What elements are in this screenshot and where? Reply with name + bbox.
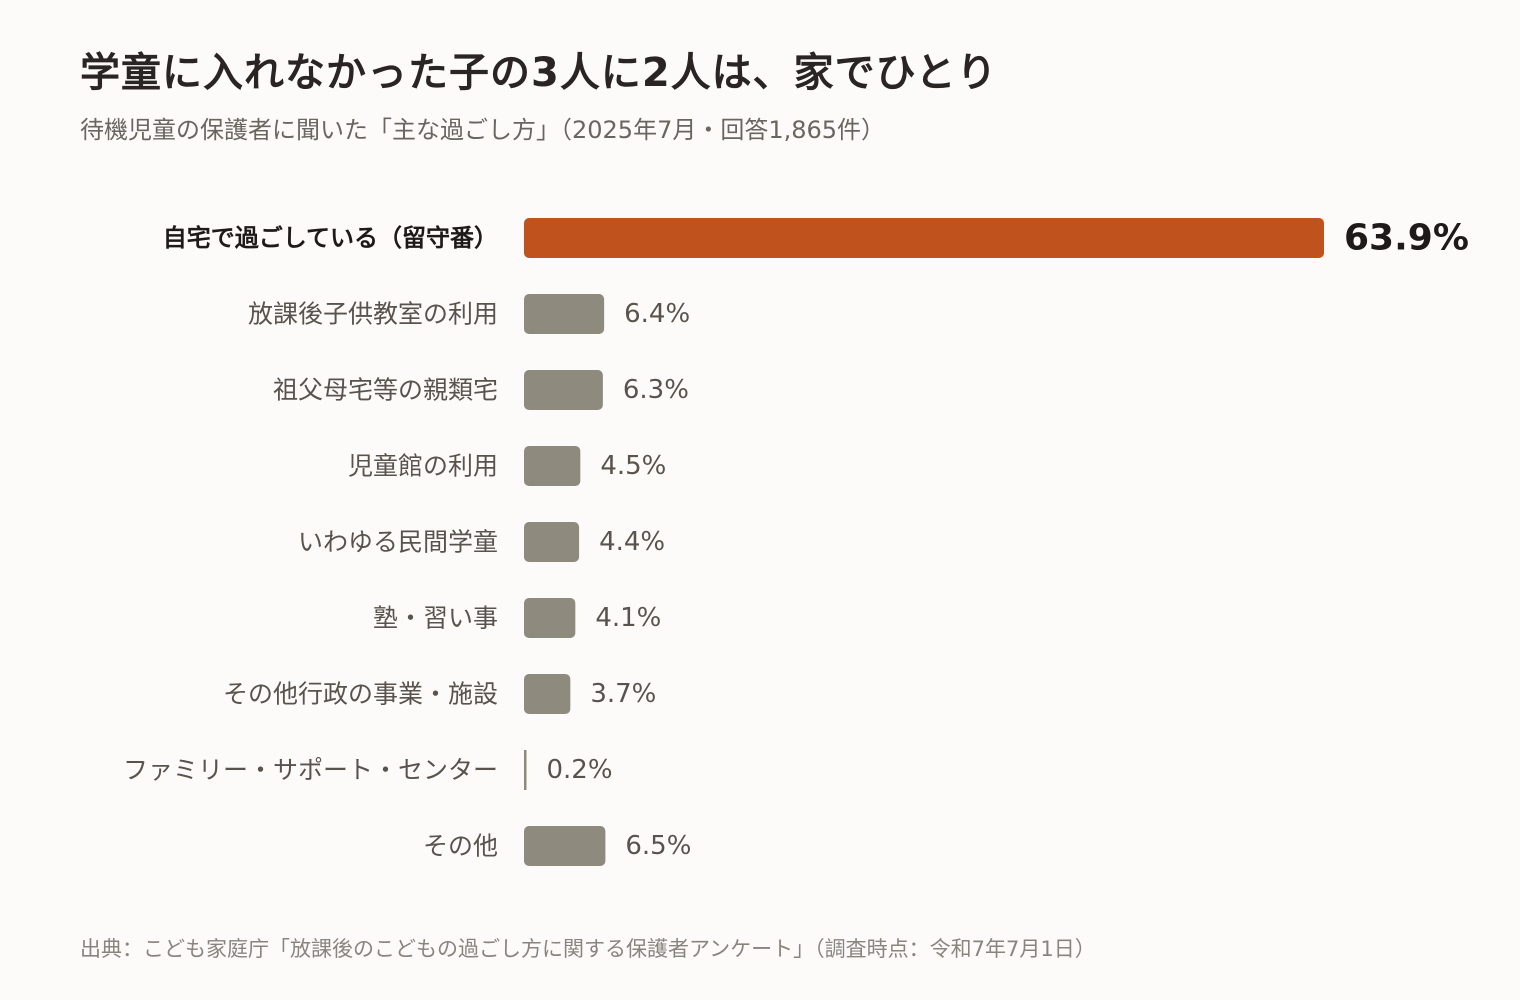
value-label: 0.2%	[547, 755, 613, 785]
bar	[524, 826, 606, 866]
value-label: 3.7%	[590, 679, 656, 709]
bar-row: いわゆる民間学童 4.4%	[298, 522, 665, 562]
bar-row: 塾・習い事 4.1%	[373, 598, 661, 638]
value-label: 4.1%	[595, 603, 661, 633]
value-label: 4.5%	[600, 451, 666, 481]
value-label: 4.4%	[599, 527, 665, 557]
category-label: いわゆる民間学童	[298, 528, 498, 557]
source-note: 出典：こども家庭庁「放課後のこどもの過ごし方に関する保護者アンケート」（調査時点…	[80, 937, 1096, 961]
bar-row: その他行政の事業・施設 3.7%	[223, 674, 656, 714]
bar-row: 自宅で過ごしている（留守番） 63.9%	[163, 218, 1469, 259]
category-label: その他行政の事業・施設	[223, 680, 498, 709]
category-label: 自宅で過ごしている（留守番）	[163, 224, 498, 252]
chart-subtitle: 待機児童の保護者に聞いた「主な過ごし方」（2025年7月・回答1,865件）	[80, 116, 886, 144]
chart-title: 学童に入れなかった子の3人に2人は、家でひとり	[80, 50, 998, 96]
bar-row: ファミリー・サポート・センター 0.2%	[123, 750, 613, 790]
bar	[524, 370, 603, 410]
value-label: 6.5%	[625, 831, 691, 861]
category-label: 放課後子供教室の利用	[248, 300, 498, 329]
bar	[524, 522, 580, 562]
bar	[524, 294, 605, 334]
value-label: 6.4%	[624, 299, 690, 329]
bar-row: 児童館の利用 4.5%	[348, 446, 666, 486]
category-label: 祖父母宅等の親類宅	[273, 376, 498, 405]
category-label: 塾・習い事	[373, 604, 498, 633]
bar-highlight	[524, 218, 1324, 258]
bar	[524, 674, 571, 714]
category-label: その他	[423, 832, 498, 861]
category-label: 児童館の利用	[348, 452, 498, 481]
bar-row: 放課後子供教室の利用 6.4%	[248, 294, 690, 334]
value-label: 63.9%	[1344, 218, 1469, 259]
bar-row: 祖父母宅等の親類宅 6.3%	[273, 370, 689, 410]
bar-row: その他 6.5%	[423, 826, 691, 866]
category-label: ファミリー・サポート・センター	[123, 756, 498, 785]
value-label: 6.3%	[623, 375, 689, 405]
bar	[524, 750, 527, 790]
bar	[524, 598, 576, 638]
bar	[524, 446, 581, 486]
